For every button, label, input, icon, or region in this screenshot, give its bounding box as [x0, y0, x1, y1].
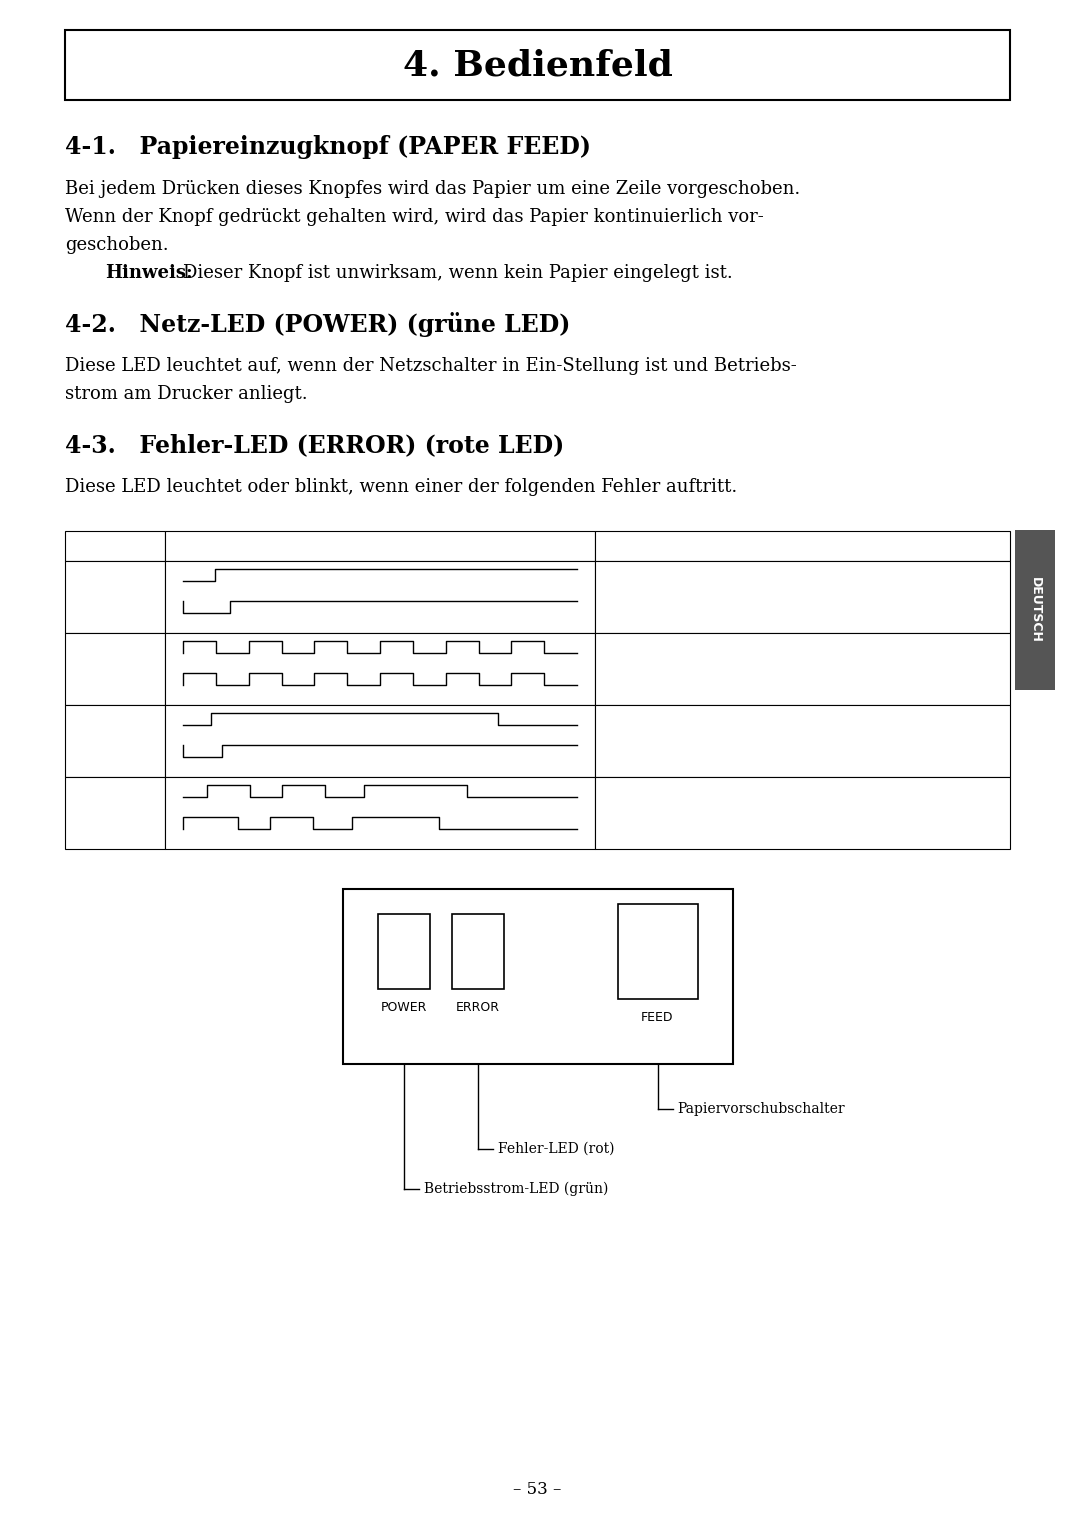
Text: Hinweis:: Hinweis:	[105, 265, 192, 281]
Bar	[595, 561, 1010, 633]
Bar	[595, 705, 1010, 777]
Text: Blinkt: Blinkt	[71, 823, 109, 835]
Text: Dieser Knopf ist unwirksam, wenn kein Papier eingelegt ist.: Dieser Knopf ist unwirksam, wenn kein Pa…	[183, 265, 732, 281]
Bar	[65, 633, 165, 705]
Bar	[595, 633, 1010, 705]
Text: 4. Bedienfeld: 4. Bedienfeld	[403, 47, 673, 83]
Text: Druckerabdeckung offen: Druckerabdeckung offen	[603, 576, 770, 589]
Bar	[451, 914, 503, 989]
Bar	[342, 888, 732, 1064]
Text: Papiervorschubschalter: Papiervorschubschalter	[677, 1102, 846, 1116]
Bar	[165, 633, 595, 705]
Text: DEUTSCH: DEUTSCH	[1028, 576, 1041, 642]
Bar	[165, 705, 595, 777]
Text: Das Papier ist fast verbraucht: Das Papier ist fast verbraucht	[603, 662, 804, 676]
Text: Fehler-LED Blinkmuster: Fehler-LED Blinkmuster	[294, 540, 465, 553]
Text: Betriebsstrom-LED (grün): Betriebsstrom-LED (grün)	[423, 1182, 608, 1196]
Bar	[65, 561, 165, 633]
Bar	[378, 914, 430, 989]
Text: Fehler-LED (rot): Fehler-LED (rot)	[498, 1142, 615, 1156]
Bar	[165, 531, 595, 561]
Text: Diese LED leuchtet oder blinkt, wenn einer der folgenden Fehler auftritt.: Diese LED leuchtet oder blinkt, wenn ein…	[65, 479, 738, 495]
Text: 4-3. Fehler-LED (ERROR) (rote LED): 4-3. Fehler-LED (ERROR) (rote LED)	[65, 433, 564, 457]
Text: POWER: POWER	[380, 1001, 427, 1014]
Bar	[165, 561, 595, 633]
Bar	[595, 777, 1010, 849]
Text: 4-2. Netz-LED (POWER) (grüne LED): 4-2. Netz-LED (POWER) (grüne LED)	[65, 312, 570, 336]
Bar	[165, 777, 595, 849]
Text: Leuchtet: Leuchtet	[71, 575, 127, 587]
Bar	[595, 531, 1010, 561]
Bar	[65, 31, 1010, 99]
Text: Anormale Kopftemperatur (90°C): Anormale Kopftemperatur (90°C)	[603, 720, 827, 732]
Bar	[618, 904, 698, 998]
Text: FEED: FEED	[642, 1011, 674, 1024]
Text: Leuchtet: Leuchtet	[71, 647, 127, 659]
Bar	[65, 777, 165, 849]
Text: ERROR: ERROR	[456, 1001, 499, 1014]
Text: – 53 –: – 53 –	[513, 1482, 562, 1498]
Text: Blinkt: Blinkt	[71, 607, 109, 619]
Text: Leuchtet: Leuchtet	[71, 719, 127, 732]
Text: geschoben.: geschoben.	[65, 235, 168, 254]
Bar	[65, 705, 165, 777]
Text: Blinkt: Blinkt	[71, 679, 109, 691]
Text: Blinkt: Blinkt	[71, 751, 109, 763]
Text: Automatikschneidwerk-Fehler: Automatikschneidwerk-Fehler	[603, 806, 805, 820]
Text: Bei jedem Drücken dieses Knopfes wird das Papier um eine Zeile vorgeschoben.: Bei jedem Drücken dieses Knopfes wird da…	[65, 180, 800, 197]
Bar	[1015, 531, 1055, 690]
Text: Wenn der Knopf gedrückt gehalten wird, wird das Papier kontinuierlich vor-: Wenn der Knopf gedrückt gehalten wird, w…	[65, 208, 764, 226]
Text: Fehlerbeschreibung: Fehlerbeschreibung	[731, 540, 874, 553]
Text: Fehlfunktion in Kopfverbindung: Fehlfunktion in Kopfverbindung	[603, 749, 816, 761]
Text: Leuchtet: Leuchtet	[71, 790, 127, 804]
Bar	[65, 531, 165, 561]
Text: strom am Drucker anliegt.: strom am Drucker anliegt.	[65, 385, 308, 404]
Text: Diese LED leuchtet auf, wenn der Netzschalter in Ein-Stellung ist und Betriebs-: Diese LED leuchtet auf, wenn der Netzsch…	[65, 356, 797, 375]
Text: Papier verbraucht: Papier verbraucht	[603, 605, 725, 618]
Text: 4-1. Papiereinzugknopf (PAPER FEED): 4-1. Papiereinzugknopf (PAPER FEED)	[65, 135, 591, 159]
